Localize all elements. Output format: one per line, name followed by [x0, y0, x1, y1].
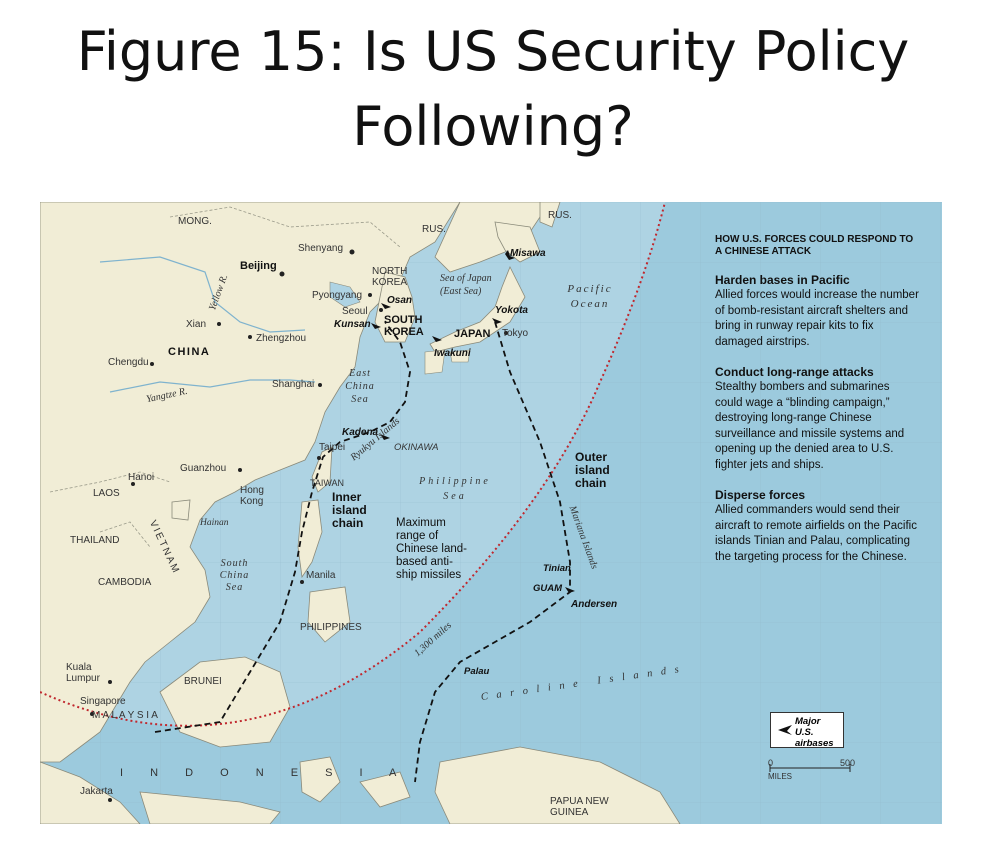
- inner-island-chain-line: [154, 321, 411, 733]
- label-pacific-ocean: Pacific Ocean: [567, 283, 613, 310]
- new-guinea: [434, 746, 681, 824]
- label-philippines: PHILIPPINES: [300, 622, 362, 633]
- label-taiwan: TAIWAN: [310, 478, 344, 488]
- airbase-icon: [778, 725, 792, 735]
- label-inner-island-chain: Inner island chain: [332, 490, 367, 530]
- label-andersen: Andersen: [571, 599, 618, 610]
- label-iwakuni: Iwakuni: [434, 348, 471, 359]
- label-philippine-sea: Philippine Sea: [419, 476, 491, 502]
- label-jakarta: Jakarta: [80, 786, 113, 797]
- section-long-range-attacks: Conduct long-range attacks Stealthy bomb…: [715, 364, 920, 473]
- label-malaysia: M A L A Y S I A: [92, 710, 158, 721]
- label-thailand: THAILAND: [70, 535, 120, 546]
- section-text: Stealthy bombers and submarines could wa…: [715, 381, 905, 471]
- label-sea-of-japan: Sea of Japan (East Sea): [440, 273, 492, 297]
- label-tokyo: Tokyo: [502, 328, 529, 339]
- label-taipei: Taipei: [319, 442, 346, 453]
- section-text: Allied forces would increase the number …: [715, 289, 919, 348]
- label-china: CHINA: [168, 346, 211, 358]
- label-beijing: Beijing: [240, 260, 277, 272]
- scale-max: 500: [840, 758, 856, 768]
- label-manila: Manila: [306, 570, 336, 581]
- label-guam: GUAM: [533, 583, 563, 594]
- label-shanghai: Shanghai: [272, 379, 315, 390]
- scale-unit: MILES: [768, 772, 793, 781]
- map-graphic: [40, 202, 942, 824]
- section-harden-bases: Harden bases in Pacific Allied forces wo…: [715, 272, 920, 350]
- label-hainan: Hainan: [200, 518, 229, 528]
- label-okinawa: OKINAWA: [394, 442, 439, 453]
- section-text: Allied commanders would send their aircr…: [715, 504, 917, 563]
- label-south-china-sea: South China Sea: [219, 558, 250, 593]
- panel-heading: HOW U.S. FORCES COULD RESPOND TO A CHINE…: [715, 234, 914, 257]
- label-yokota: Yokota: [495, 305, 528, 316]
- label-papua-new-guinea: PAPUA NEW GUINEA: [550, 796, 609, 818]
- borneo: [159, 656, 291, 748]
- label-japan: JAPAN: [454, 328, 491, 340]
- label-cambodia: CAMBODIA: [98, 577, 152, 588]
- label-indonesia: I N D O N E S I A: [120, 767, 409, 779]
- label-kuala-lumpur: Kuala Lumpur: [66, 662, 100, 684]
- label-guanzhou: Guanzhou: [180, 463, 227, 474]
- info-panel: HOW U.S. FORCES COULD RESPOND TO A CHINE…: [715, 234, 920, 579]
- label-misawa: Misawa: [510, 248, 546, 259]
- taiwan: [311, 446, 333, 493]
- label-shenyang: Shenyang: [298, 243, 344, 254]
- label-south-korea: SOUTH KOREA: [384, 314, 424, 338]
- label-brunei: BRUNEI: [184, 676, 222, 687]
- label-east-china-sea: East China Sea: [345, 368, 375, 405]
- section-heading: Disperse forces: [715, 488, 806, 502]
- section-disperse-forces: Disperse forces Allied commanders would …: [715, 487, 920, 565]
- map: MONG. RUS. RUS. Shenyang Beijing NORTH K…: [40, 202, 942, 824]
- label-seoul: Seoul: [342, 306, 368, 317]
- airbase-markers: [371, 250, 575, 593]
- label-maximum-range: Maximum range of Chinese land-based anti…: [396, 517, 467, 581]
- label-tinian: Tinian: [543, 563, 571, 574]
- label-xian: Xian: [186, 319, 207, 330]
- label-kadena: Kadena: [342, 427, 379, 438]
- label-singapore: Singapore: [80, 696, 126, 707]
- scale-zero: 0: [768, 758, 774, 768]
- label-north-korea: NORTH KOREA: [372, 266, 408, 288]
- label-palau: Palau: [464, 666, 490, 677]
- label-outer-island-chain: Outer island chain: [575, 450, 610, 490]
- label-zhengzhou: Zhengzhou: [256, 333, 307, 344]
- label-laos: LAOS: [93, 488, 120, 499]
- label-osan: Osan: [387, 295, 413, 306]
- section-heading: Harden bases in Pacific: [715, 273, 850, 287]
- map-legend: Major U.S. airbases: [770, 712, 844, 749]
- slide-title: Figure 15: Is US Security Policy Followi…: [76, 20, 910, 158]
- label-hanoi: Hanoi: [128, 472, 155, 483]
- label-rus-2: RUS.: [548, 210, 572, 221]
- label-rus: RUS.: [422, 224, 446, 235]
- label-chengdu: Chengdu: [108, 357, 149, 368]
- korea: [374, 271, 416, 343]
- section-heading: Conduct long-range attacks: [715, 365, 874, 379]
- label-kunsan: Kunsan: [334, 319, 371, 330]
- label-pyongyang: Pyongyang: [312, 290, 363, 301]
- label-mong: MONG.: [178, 216, 212, 227]
- philippines: [297, 499, 351, 643]
- label-hong-kong: Hong Kong: [240, 485, 264, 507]
- legend-label: Major U.S. airbases: [795, 716, 834, 749]
